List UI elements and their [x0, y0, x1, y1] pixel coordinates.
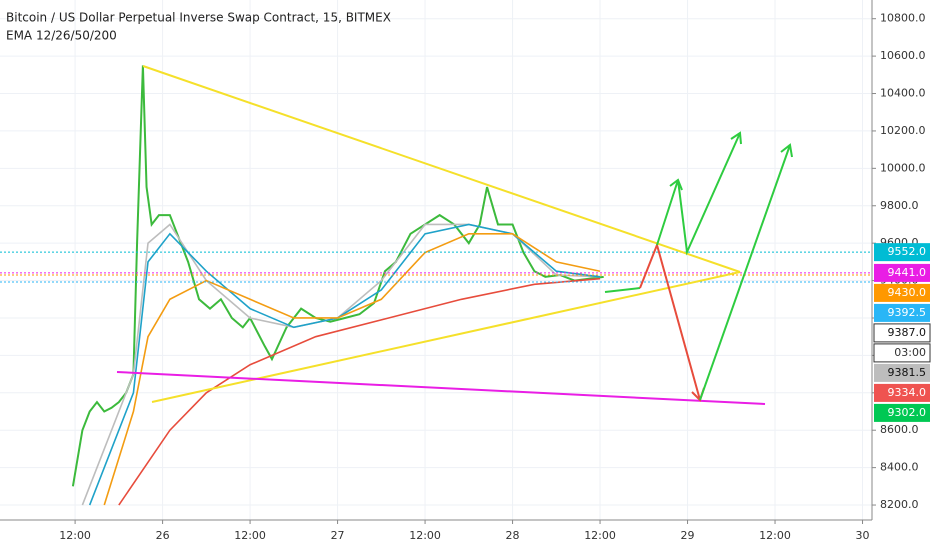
countdown-box [873, 343, 931, 363]
price-label: 9392.5 [888, 306, 927, 319]
price-label: 9430.0 [888, 286, 927, 299]
y-tick-label: 10000.0 [880, 161, 926, 174]
y-tick-label: 8400.0 [880, 461, 919, 474]
price-label-box [874, 383, 930, 402]
y-tick-label: 10200.0 [880, 124, 926, 137]
y-tick-label: 10800.0 [880, 12, 926, 25]
y-tick-label: 8600.0 [880, 423, 919, 436]
y-tick-label: 9800.0 [880, 199, 919, 212]
countdown: 03:00 [894, 346, 926, 359]
arrow [604, 287, 641, 293]
arrowhead [730, 131, 742, 145]
x-tick-label: 28 [506, 529, 520, 542]
series-line [118, 277, 601, 506]
x-tick-label: 27 [331, 529, 345, 542]
x-tick-label: 12:00 [759, 529, 791, 542]
price-label: 9334.0 [888, 386, 927, 399]
series-line [103, 233, 601, 506]
grid [0, 0, 872, 520]
x-tick-label: 30 [856, 529, 870, 542]
chart-title: Bitcoin / US Dollar Perpetual Inverse Sw… [6, 11, 391, 25]
x-tick-label: 12:00 [234, 529, 266, 542]
x-tick-label: 12:00 [409, 529, 441, 542]
x-tick-label: 12:00 [59, 529, 91, 542]
price-label: 9387.0 [888, 326, 927, 339]
price-label-box [873, 323, 931, 343]
price-label-box [874, 403, 930, 422]
arrowhead [780, 143, 793, 158]
price-label: 9441.0 [888, 266, 927, 279]
price-label: 9552.0 [888, 245, 927, 258]
x-tick-label: 26 [156, 529, 170, 542]
price-label-box [874, 303, 930, 322]
arrowhead [669, 178, 683, 191]
arrow [699, 144, 791, 401]
price-label-box [874, 283, 930, 302]
y-tick-label: 10400.0 [880, 87, 926, 100]
price-label-box [874, 263, 930, 282]
axes: 8200.08400.08600.08800.09000.09200.09400… [59, 12, 931, 542]
trendline [151, 271, 741, 403]
y-tick-label: 8200.0 [880, 498, 919, 511]
price-label: 9381.5 [888, 366, 927, 379]
x-tick-label: 12:00 [584, 529, 616, 542]
x-tick-label: 29 [681, 529, 695, 542]
y-tick-label: 10600.0 [880, 49, 926, 62]
plot [0, 65, 872, 506]
series-line [71, 65, 604, 487]
arrow [656, 132, 741, 256]
price-label-box [874, 243, 930, 262]
drawings [116, 65, 793, 405]
chart-subtitle: EMA 12/26/50/200 [6, 29, 117, 43]
trendline [116, 371, 766, 405]
price-label: 9302.0 [888, 406, 927, 419]
series-line [88, 223, 601, 506]
trendline [142, 65, 741, 273]
price-label-box [874, 363, 930, 382]
